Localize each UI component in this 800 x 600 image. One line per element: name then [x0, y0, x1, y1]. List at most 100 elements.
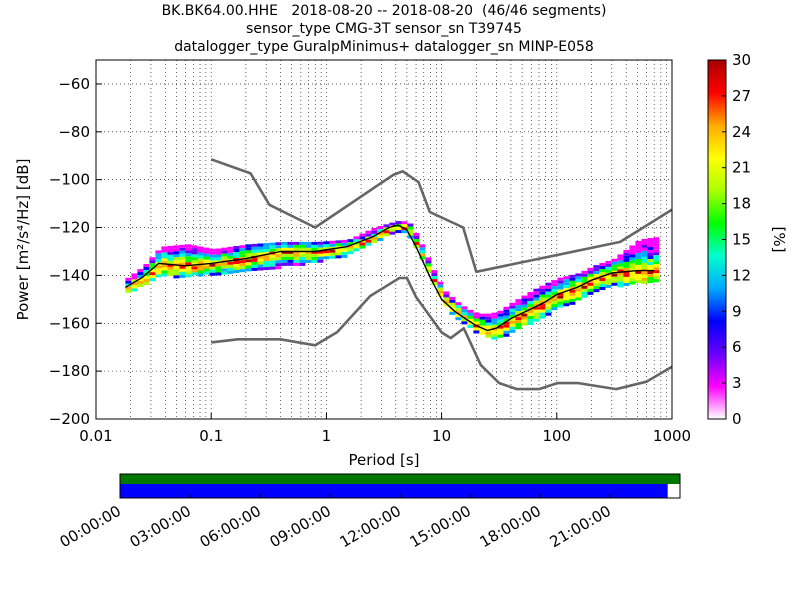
- psd-cell: [611, 273, 618, 277]
- psd-cell: [641, 259, 648, 263]
- psd-cell: [425, 269, 432, 273]
- psd-cell: [167, 263, 174, 267]
- psd-cell: [497, 322, 504, 326]
- psd-cell: [527, 292, 534, 296]
- psd-cell: [269, 260, 276, 264]
- psd-cell: [647, 271, 654, 275]
- psd-cell: [641, 256, 648, 260]
- psd-cell: [557, 280, 564, 284]
- psd-cell: [605, 281, 612, 285]
- psd-cell: [365, 233, 372, 237]
- psd-cell: [539, 297, 546, 301]
- psd-cell: [155, 268, 162, 272]
- psd-cell: [551, 289, 558, 293]
- psd-cell: [263, 261, 270, 265]
- psd-cell: [413, 235, 420, 239]
- psd-cell: [635, 276, 642, 280]
- psd-cell: [503, 312, 510, 316]
- psd-cell: [557, 277, 564, 281]
- psd-cell: [335, 252, 342, 256]
- psd-cell: [377, 232, 384, 236]
- psd-cell: [629, 266, 636, 270]
- y-tick-label: −100: [49, 171, 90, 189]
- psd-cell: [581, 273, 588, 277]
- psd-cell: [647, 238, 654, 242]
- psd-cell: [587, 273, 594, 277]
- psd-cell: [533, 309, 540, 313]
- psd-cell: [581, 270, 588, 274]
- psd-cell: [539, 285, 546, 289]
- psd-cell: [167, 254, 174, 258]
- psd-cell: [185, 271, 192, 275]
- psd-cell: [287, 253, 294, 257]
- psd-cell: [341, 254, 348, 258]
- psd-cell: [263, 267, 270, 271]
- psd-cell: [203, 265, 210, 269]
- psd-cell: [545, 309, 552, 313]
- psd-cell: [605, 269, 612, 273]
- psd-cell: [623, 270, 630, 274]
- psd-cell: [599, 278, 606, 282]
- psd-cell: [335, 243, 342, 247]
- psd-cell: [293, 256, 300, 260]
- psd-cell: [581, 291, 588, 295]
- psd-cell: [161, 267, 168, 271]
- psd-cell: [617, 272, 624, 276]
- psd-cell: [623, 264, 630, 268]
- psd-cell: [167, 266, 174, 270]
- psd-cell: [545, 312, 552, 316]
- psd-cell: [593, 274, 600, 278]
- psd-cell: [125, 277, 132, 281]
- psd-cell: [521, 316, 528, 320]
- psd-cell: [389, 228, 396, 232]
- psd-cell: [245, 250, 252, 254]
- psd-cell: [185, 265, 192, 269]
- psd-cell: [653, 270, 660, 274]
- psd-cell: [281, 259, 288, 263]
- psd-cell: [257, 264, 264, 268]
- psd-cell: [407, 229, 414, 233]
- y-axis-label: Power [m²/s⁴/Hz] [dB]: [14, 159, 32, 321]
- psd-cell: [521, 301, 528, 305]
- psd-cell: [179, 256, 186, 260]
- psd-cell: [191, 251, 198, 255]
- psd-cell: [527, 304, 534, 308]
- x-tick-label: 1: [322, 427, 332, 445]
- psd-cell: [587, 288, 594, 292]
- psd-cell: [257, 267, 264, 271]
- psd-cell: [239, 263, 246, 267]
- psd-cell: [401, 221, 408, 225]
- psd-cell: [269, 257, 276, 261]
- psd-cell: [575, 279, 582, 283]
- psd-cell: [245, 247, 252, 251]
- psd-cell: [317, 256, 324, 260]
- psd-cell: [233, 246, 240, 250]
- colorbar-tick-label: 24: [732, 123, 751, 141]
- psd-cell: [149, 275, 156, 279]
- psd-cell: [605, 266, 612, 270]
- psd-cell: [641, 250, 648, 254]
- psd-cell: [443, 297, 450, 301]
- psd-cell: [647, 247, 654, 251]
- psd-cell: [191, 245, 198, 249]
- psd-cell: [455, 311, 462, 315]
- psd-cell: [359, 242, 366, 246]
- psd-cell: [125, 286, 132, 290]
- psd-cell: [647, 277, 654, 281]
- psd-cell: [527, 298, 534, 302]
- psd-cell: [179, 253, 186, 257]
- psd-cell: [251, 264, 258, 268]
- psd-cell: [611, 261, 618, 265]
- psd-cell: [617, 260, 624, 264]
- psd-cell: [203, 253, 210, 257]
- psd-cell: [293, 247, 300, 251]
- psd-cell: [533, 318, 540, 322]
- psd-cell: [419, 250, 426, 254]
- psd-cell: [167, 272, 174, 276]
- psd-cell: [191, 248, 198, 252]
- psd-cell: [563, 297, 570, 301]
- psd-cell: [617, 284, 624, 288]
- psd-cell: [323, 247, 330, 251]
